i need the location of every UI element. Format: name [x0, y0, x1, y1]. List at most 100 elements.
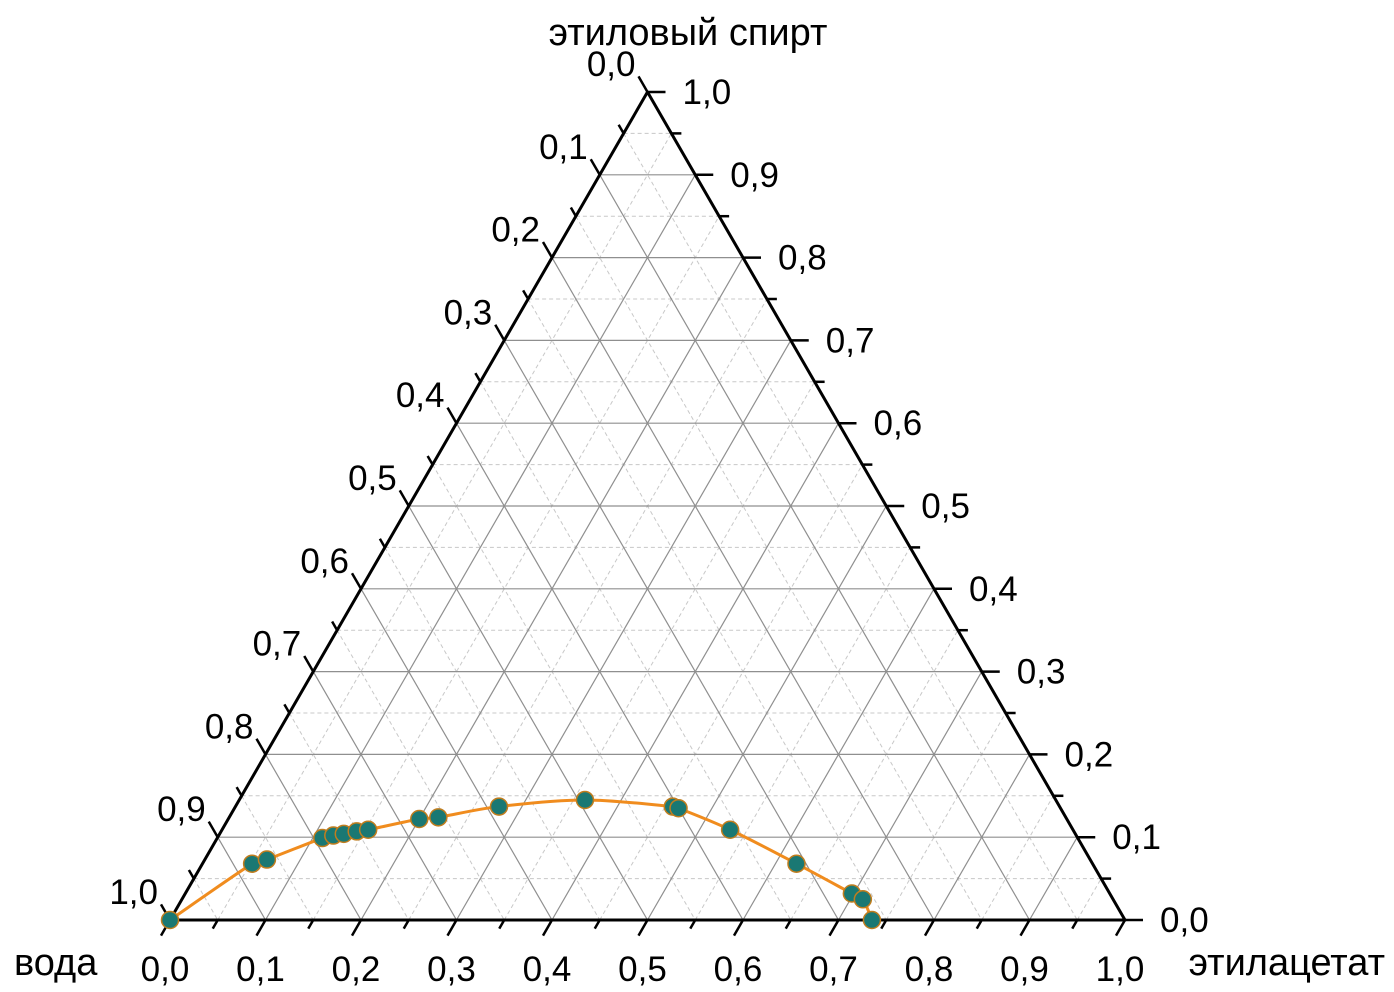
tick-bottom — [923, 919, 936, 937]
data-point — [489, 797, 509, 816]
data-point — [720, 820, 740, 839]
tick-left — [331, 620, 339, 631]
grid-line-minor — [981, 795, 1054, 921]
tick-label-bottom: 0,6 — [714, 950, 763, 989]
grid-line-minor — [503, 381, 816, 921]
tick-label-bottom: 0,7 — [809, 950, 858, 989]
grid-line-minor — [694, 547, 911, 921]
tick-label-right: 0,3 — [1017, 653, 1066, 692]
tick-label-right: 0,4 — [969, 570, 1018, 609]
tick-bottom — [975, 919, 983, 930]
grid-line-major — [933, 754, 1031, 921]
grid-line-major — [742, 588, 935, 921]
tick-left — [235, 786, 243, 797]
tick-left — [446, 406, 458, 424]
tick-bottom — [880, 919, 888, 930]
grid-line-major — [360, 588, 553, 921]
grid-line-minor — [885, 712, 1007, 921]
grid-line-minor — [479, 381, 792, 921]
grid-line-minor — [193, 878, 219, 921]
tick-label-left: 0,8 — [205, 707, 254, 746]
grid-line-minor — [336, 629, 505, 921]
grid-line-minor — [408, 298, 768, 921]
tick-left — [569, 206, 577, 217]
tick-left — [398, 489, 410, 507]
tick-label-bottom: 0,4 — [523, 950, 572, 989]
data-point — [429, 808, 448, 827]
grid-line-minor — [241, 795, 314, 921]
tick-bottom — [1019, 919, 1031, 937]
tick-label-bottom: 1,0 — [1096, 950, 1145, 989]
tick-label-left: 0,5 — [348, 459, 397, 498]
tick-label-bottom: 0,1 — [236, 950, 285, 989]
grid-line-minor — [384, 547, 601, 921]
grid-line-minor — [312, 215, 720, 921]
tick-left — [207, 820, 219, 838]
grid-line-major — [312, 671, 458, 921]
tick-label-left: 1,0 — [109, 873, 158, 912]
tick-left — [255, 738, 267, 756]
tick-bottom — [402, 919, 410, 930]
grid-line-major — [599, 174, 1031, 921]
grid-line-minor — [599, 464, 863, 921]
data-point — [862, 910, 882, 930]
grid-line-major — [646, 505, 887, 921]
tick-left — [494, 324, 506, 342]
tick-label-right: 0,6 — [874, 404, 923, 443]
tick-label-left: 0,2 — [491, 211, 540, 250]
tick-label-right: 1,0 — [683, 73, 732, 112]
tick-bottom — [732, 919, 745, 937]
tick-left — [637, 75, 649, 93]
tick-left — [541, 241, 554, 259]
tick-left — [378, 538, 386, 549]
tick-label-left: 0,6 — [300, 542, 349, 581]
grid-line-minor — [217, 133, 672, 921]
axis-tick-labels: 0,0 0,1 0,2 0,3 0,4 0,5 0,6 0,7 0,8 0,9 1,0 0,0 0,1 0… — [109, 45, 1208, 989]
tick-bottom — [637, 919, 649, 937]
tick-bottom — [446, 919, 458, 937]
tick-label-bottom: 0,0 — [141, 950, 190, 989]
tick-label-bottom: 0,5 — [618, 950, 667, 989]
tick-label-left: 0,1 — [539, 128, 588, 167]
grid-line-major — [455, 340, 792, 921]
grid-line-major — [837, 671, 983, 921]
tick-label-left: 0,9 — [157, 790, 206, 829]
tick-label-bottom: 0,3 — [427, 950, 476, 989]
grid-line-major — [408, 505, 649, 921]
axis-ticks — [159, 75, 1143, 937]
grid-line-minor — [432, 464, 696, 921]
grid-line-major — [1028, 836, 1078, 921]
grid-line-minor — [288, 712, 410, 921]
tick-bottom — [211, 919, 219, 930]
corner-label-left: вода — [14, 942, 98, 984]
tick-label-bottom: 0,2 — [332, 950, 381, 989]
data-points — [160, 790, 882, 930]
tick-bottom — [689, 919, 697, 930]
tick-left — [303, 655, 315, 673]
tick-label-right: 0,2 — [1065, 735, 1114, 774]
tick-label-right: 0,1 — [1112, 818, 1161, 857]
tick-left — [187, 869, 195, 880]
tick-left — [426, 455, 434, 466]
tick-bottom — [593, 919, 601, 930]
tick-label-left: 0,7 — [253, 625, 302, 664]
tick-label-left: 0,3 — [444, 293, 493, 332]
data-point — [160, 910, 180, 930]
tick-label-right: 0,8 — [778, 239, 827, 278]
tick-label-right: 0,0 — [1160, 901, 1209, 940]
tick-bottom — [828, 919, 840, 937]
data-point — [787, 854, 806, 873]
data-point — [358, 820, 378, 839]
tick-bottom — [784, 919, 792, 930]
grid-line-minor — [623, 133, 1078, 921]
tick-label-right: 0,9 — [730, 156, 779, 195]
tick-bottom — [307, 919, 315, 930]
corner-label-right: этилацетат — [1189, 942, 1385, 984]
minor-grid — [193, 132, 1102, 921]
tick-bottom — [1071, 919, 1079, 930]
data-point — [669, 798, 688, 818]
grid-line-minor — [575, 215, 983, 921]
data-point — [575, 790, 595, 810]
grid-line-major — [217, 836, 267, 921]
